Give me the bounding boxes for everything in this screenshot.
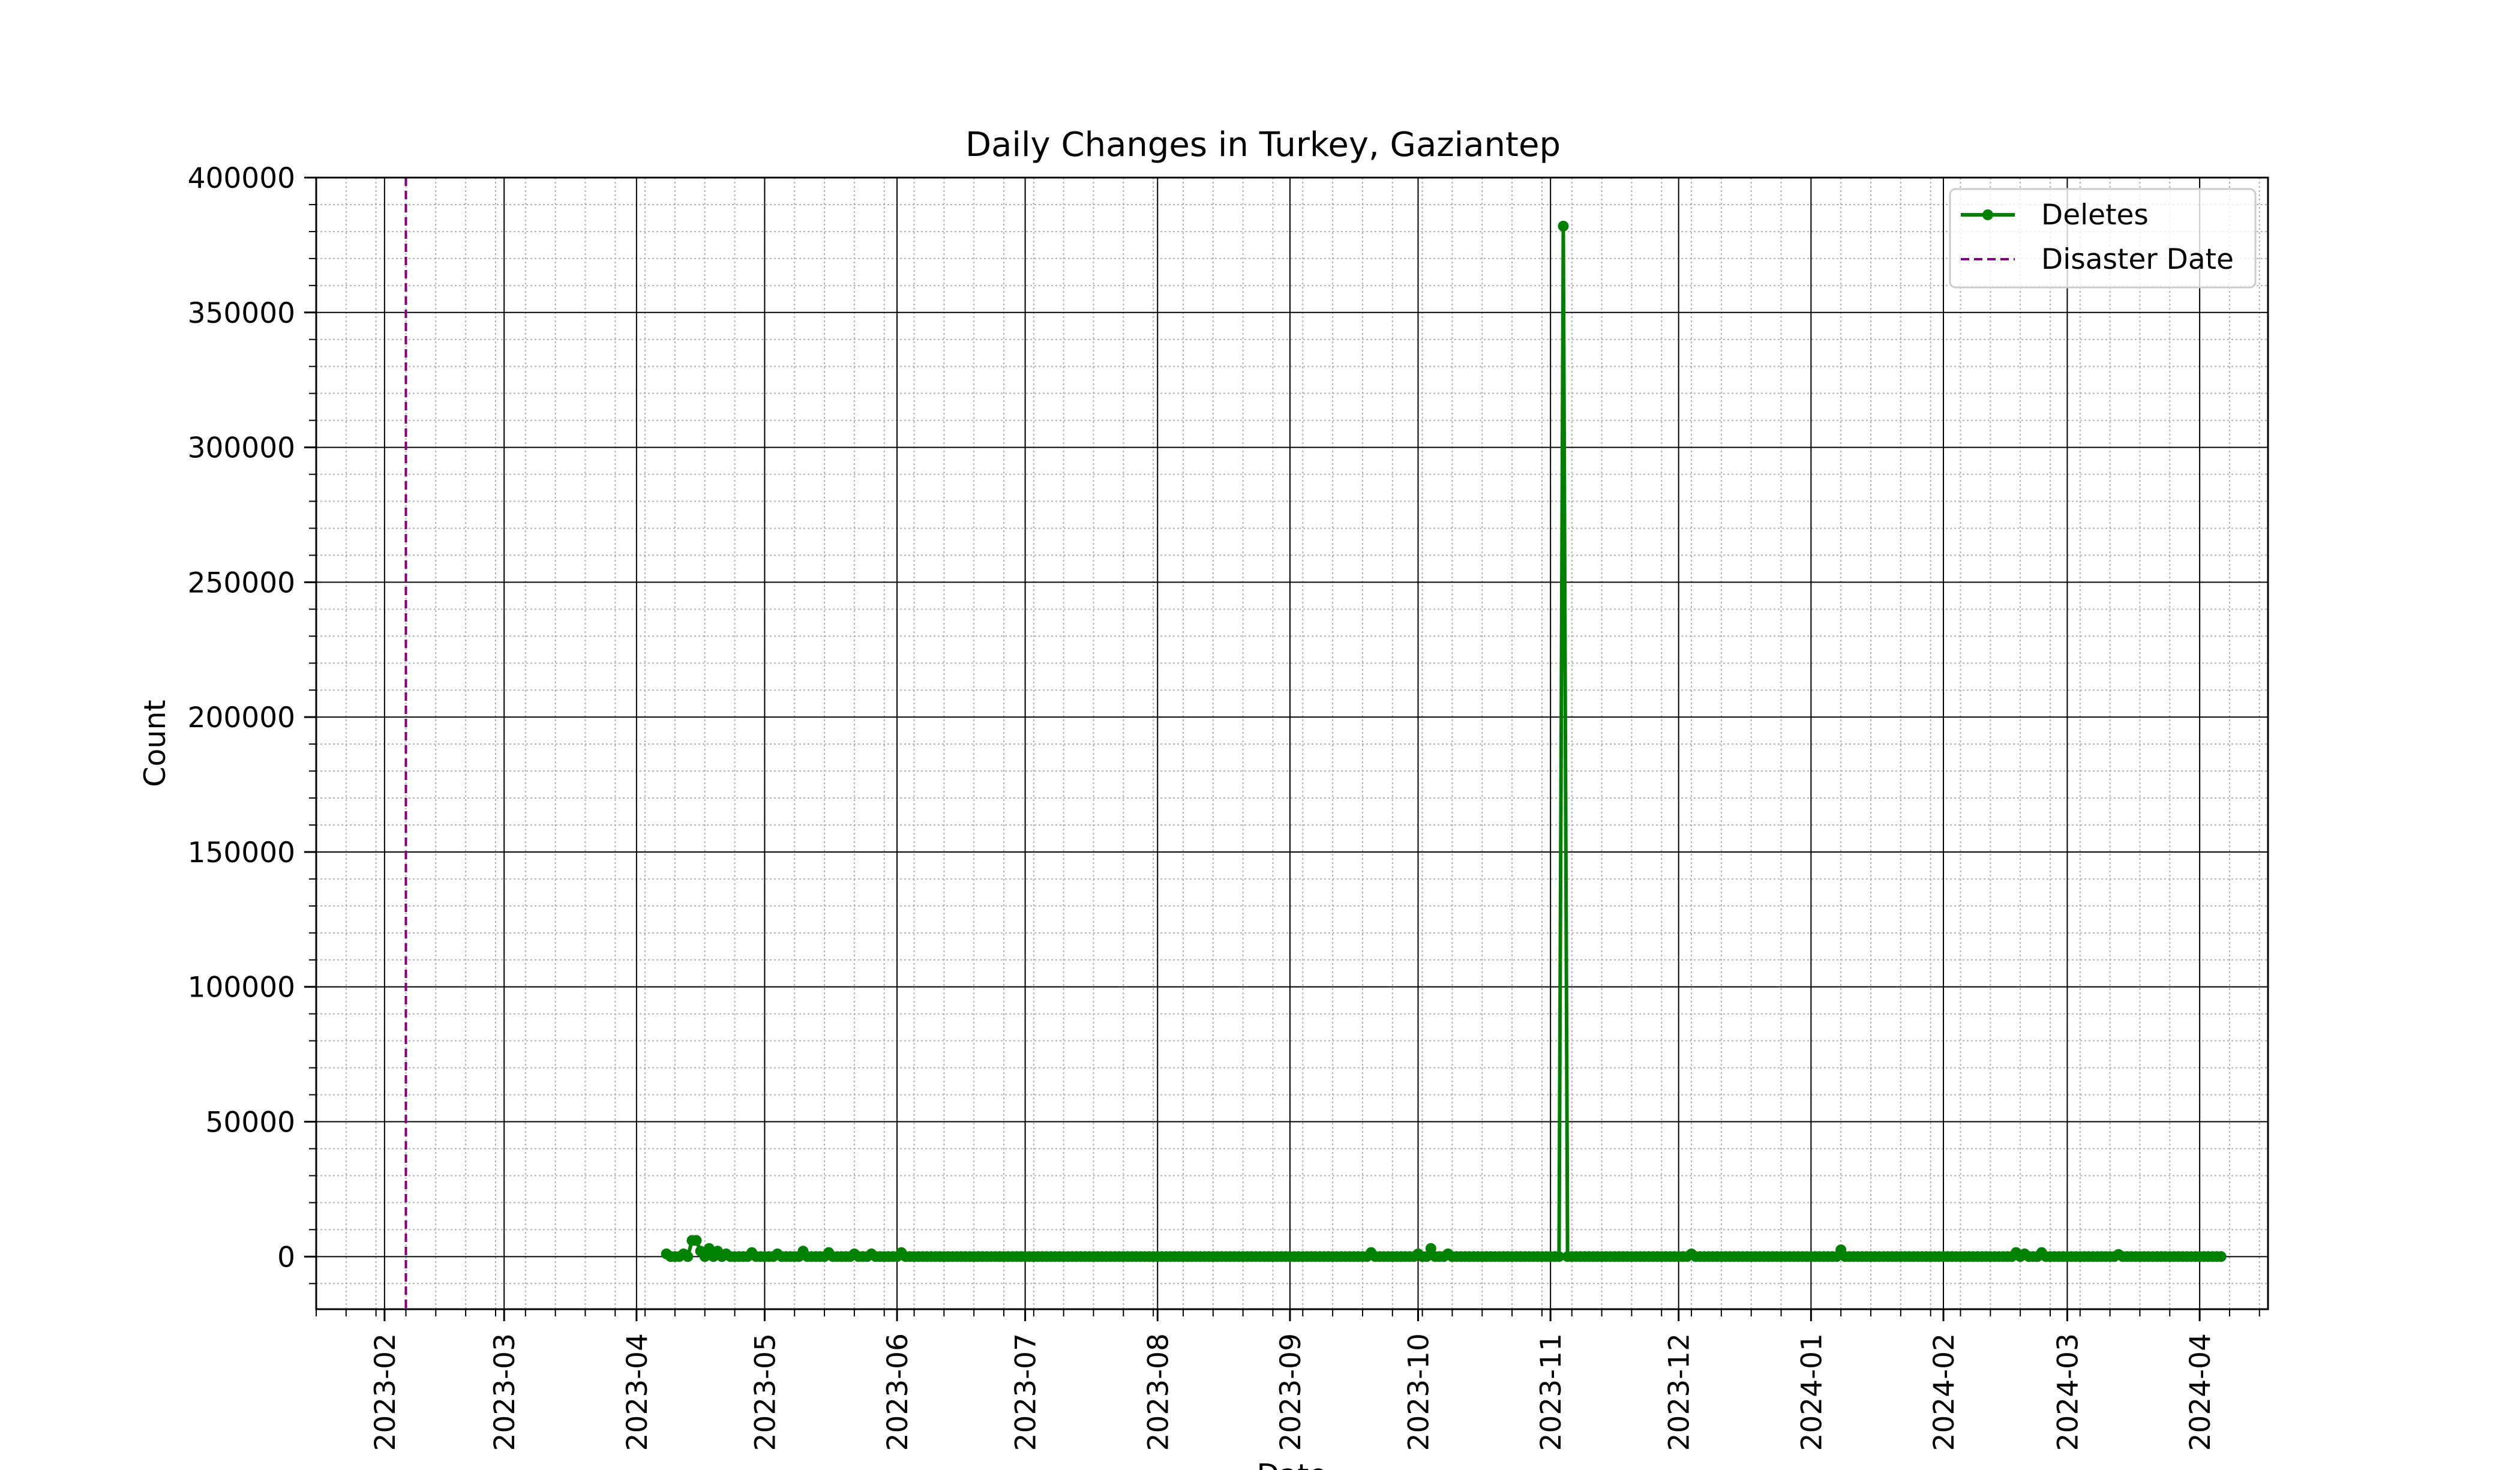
x-tick-labels: 2023-02 2023-03 2023-04 2023-05 2023-06 2023-… bbox=[369, 1333, 2217, 1451]
y-tick-label: 150000 bbox=[188, 836, 295, 869]
x-axis-label: Date bbox=[1256, 1458, 1327, 1470]
x-tick-label: 2023-07 bbox=[1010, 1333, 1043, 1451]
plot-series bbox=[404, 178, 2227, 1309]
minor-grid bbox=[316, 178, 2268, 1309]
x-tick-label: 2023-06 bbox=[881, 1333, 914, 1451]
x-tick-label: 2023-11 bbox=[1535, 1333, 1568, 1451]
x-tick-label: 2023-10 bbox=[1402, 1333, 1435, 1451]
y-tick-label: 300000 bbox=[188, 432, 295, 465]
legend-deletes-marker bbox=[1982, 209, 1993, 220]
deletes-point bbox=[703, 1243, 715, 1254]
x-tick-label: 2023-03 bbox=[488, 1333, 521, 1451]
plot-frame bbox=[315, 176, 2269, 1310]
y-tick-label: 200000 bbox=[188, 701, 295, 734]
chart-title: Daily Changes in Turkey, Gaziantep bbox=[965, 125, 1561, 164]
deletes-point bbox=[1558, 220, 1569, 232]
deletes-point bbox=[691, 1235, 702, 1246]
x-tick-label: 2023-02 bbox=[369, 1333, 402, 1451]
deletes-point bbox=[682, 1251, 694, 1262]
x-tick-label: 2023-08 bbox=[1142, 1333, 1175, 1451]
y-tick-label: 0 bbox=[277, 1241, 295, 1274]
deletes-point bbox=[699, 1251, 710, 1262]
x-tick-label: 2023-12 bbox=[1663, 1333, 1696, 1451]
legend: Deletes Disaster Date bbox=[1949, 188, 2257, 289]
legend-deletes-label: Deletes bbox=[2041, 199, 2149, 232]
y-axis-label: Count bbox=[138, 700, 172, 787]
axis-ticks bbox=[304, 176, 2260, 1321]
x-tick-label: 2024-01 bbox=[1795, 1333, 1828, 1451]
x-tick-label: 2023-04 bbox=[621, 1333, 654, 1451]
deletes-point bbox=[1425, 1243, 1436, 1254]
x-tick-label: 2023-05 bbox=[749, 1333, 782, 1451]
y-tick-label: 250000 bbox=[188, 566, 295, 599]
major-grid bbox=[316, 177, 2268, 1309]
x-tick-label: 2023-09 bbox=[1274, 1333, 1307, 1451]
y-tick-label: 50000 bbox=[205, 1106, 295, 1139]
x-tick-label: 2024-04 bbox=[2184, 1333, 2217, 1451]
x-tick-label: 2024-03 bbox=[2051, 1333, 2084, 1451]
y-tick-labels: 0 50000 100000 150000 200000 250000 300000 3500… bbox=[188, 162, 295, 1274]
deletes-point bbox=[1421, 1251, 1432, 1262]
legend-box bbox=[1949, 188, 2257, 289]
y-tick-label: 350000 bbox=[188, 297, 295, 330]
y-tick-label: 100000 bbox=[188, 971, 295, 1004]
deletes-point bbox=[2215, 1251, 2227, 1262]
deletes-point bbox=[1553, 1251, 1565, 1262]
x-tick-label: 2024-02 bbox=[1928, 1333, 1961, 1451]
y-tick-label: 400000 bbox=[188, 162, 295, 195]
legend-disaster-label: Disaster Date bbox=[2041, 243, 2234, 276]
